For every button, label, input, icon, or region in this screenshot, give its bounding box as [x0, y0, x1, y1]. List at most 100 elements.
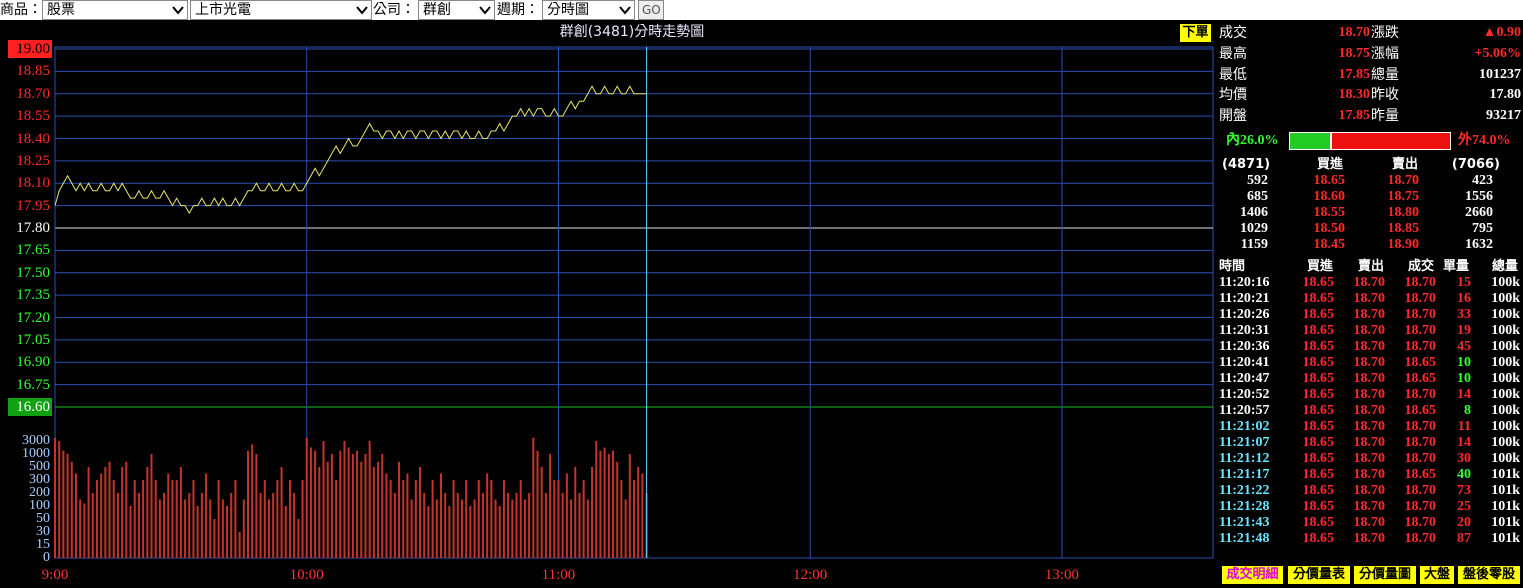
volume-bar — [507, 493, 510, 558]
period-select[interactable]: 分時圖 — [542, 0, 635, 20]
volume-bar — [121, 467, 124, 558]
trade-ask: 18.70 — [1353, 339, 1386, 354]
volume-bar — [364, 454, 367, 558]
volume-bar — [372, 467, 375, 558]
quote-label: 最低 — [1219, 66, 1247, 83]
trade-price: 18.70 — [1404, 451, 1437, 466]
y-tick-label: 18.10 — [16, 175, 50, 192]
trade-volume: 19 — [1457, 323, 1471, 338]
trade-total: 100k — [1491, 371, 1520, 386]
product-value: 股票 — [47, 2, 75, 18]
quote-value: 18.70 — [1338, 25, 1371, 40]
trade-total: 100k — [1491, 387, 1520, 402]
volume-bar — [179, 467, 182, 558]
quote-value: 17.85 — [1338, 108, 1371, 124]
outer-ratio-bar — [1331, 132, 1451, 150]
volume-bar — [544, 493, 547, 558]
company-select[interactable]: 群創 — [418, 0, 495, 20]
volume-bar — [221, 499, 224, 558]
product-select[interactable]: 股票 — [42, 0, 188, 20]
volume-bar — [104, 467, 107, 558]
trade-total: 100k — [1491, 435, 1520, 450]
volume-bar — [66, 454, 69, 558]
trade-time: 11:20:21 — [1219, 291, 1270, 306]
x-tick-label: 12:00 — [793, 567, 828, 583]
trade-volume: 10 — [1457, 355, 1471, 370]
trade-volume: 20 — [1457, 515, 1471, 530]
trade-price: 18.70 — [1404, 483, 1437, 498]
volume-bar — [385, 473, 388, 558]
trade-total: 100k — [1491, 275, 1520, 290]
volume-bar — [184, 499, 187, 558]
trade-ask: 18.70 — [1353, 419, 1386, 434]
volume-bar — [263, 480, 266, 558]
quote-label: 最高 — [1219, 45, 1247, 62]
dropdown-arrow — [172, 6, 184, 15]
order-button[interactable]: 下單 — [1180, 24, 1211, 42]
period-label: 週期： — [497, 2, 539, 18]
company-label: 公司： — [373, 2, 415, 18]
order-price: 18.75 — [1387, 189, 1420, 204]
volume-bar — [628, 454, 631, 558]
volume-bar — [259, 493, 262, 558]
order-quantity: 685 — [1247, 189, 1268, 204]
go-button[interactable]: GO — [638, 0, 664, 20]
trade-ask: 18.70 — [1353, 451, 1386, 466]
volume-bar — [318, 467, 321, 558]
trade-ask: 18.70 — [1353, 483, 1386, 498]
trade-time: 11:21:48 — [1219, 531, 1270, 546]
trade-volume: 73 — [1457, 483, 1471, 498]
volume-bar — [129, 506, 132, 558]
trade-ask: 18.70 — [1353, 515, 1386, 530]
volume-bar — [398, 461, 401, 558]
volume-bar — [95, 480, 98, 558]
volume-bar — [272, 493, 275, 558]
category-select[interactable]: 上市光電 — [190, 0, 372, 20]
trade-time: 11:21:17 — [1219, 467, 1270, 482]
volume-bar — [477, 480, 480, 558]
volume-bar — [74, 473, 77, 558]
x-tick-label: 10:00 — [289, 567, 324, 583]
volume-tick-label: 30 — [36, 524, 50, 539]
volume-bar — [431, 480, 434, 558]
trade-price: 18.70 — [1404, 387, 1437, 402]
volume-bar — [624, 499, 627, 558]
trade-price: 18.70 — [1404, 275, 1437, 290]
trade-price: 18.65 — [1404, 467, 1437, 482]
tab-button[interactable]: 盤後零股 — [1458, 566, 1520, 584]
trade-price: 18.70 — [1404, 307, 1437, 322]
trade-total: 100k — [1491, 451, 1520, 466]
tab-button[interactable]: 大盤 — [1420, 566, 1454, 584]
trade-volume: 87 — [1457, 531, 1471, 546]
trade-ask: 18.70 — [1353, 355, 1386, 370]
trade-volume: 10 — [1457, 371, 1471, 386]
volume-bar — [326, 461, 329, 558]
trade-time: 11:20:36 — [1219, 339, 1270, 354]
tab-button[interactable]: 成交明細 — [1222, 566, 1283, 584]
volume-bar — [528, 493, 531, 558]
trade-time: 11:21:22 — [1219, 483, 1270, 498]
trades-header: 單量 — [1442, 259, 1469, 274]
volume-bar — [125, 461, 128, 558]
volume-bar — [469, 506, 472, 558]
trade-bid: 18.65 — [1302, 515, 1335, 530]
order-book-header: (7066) — [1451, 157, 1500, 172]
tab-button[interactable]: 分價量表 — [1288, 566, 1350, 584]
y-tick-label: 17.80 — [16, 220, 50, 236]
volume-bar — [406, 473, 409, 558]
trade-bid: 18.65 — [1302, 483, 1335, 498]
volume-bar — [347, 447, 350, 558]
trade-price: 18.70 — [1404, 419, 1437, 434]
trade-volume: 15 — [1457, 275, 1471, 290]
volume-bar — [163, 493, 166, 558]
trade-bid: 18.65 — [1302, 531, 1335, 546]
volume-tick-label: 1000 — [22, 446, 50, 461]
volume-bar — [620, 480, 623, 558]
tab-button[interactable]: 分價量圖 — [1354, 566, 1416, 584]
y-tick-label: 18.70 — [16, 85, 50, 102]
trade-time: 11:20:47 — [1219, 371, 1270, 386]
volume-bar — [423, 493, 426, 558]
volume-bar — [192, 480, 195, 558]
volume-bar — [213, 519, 216, 558]
trade-bid: 18.65 — [1302, 355, 1335, 370]
